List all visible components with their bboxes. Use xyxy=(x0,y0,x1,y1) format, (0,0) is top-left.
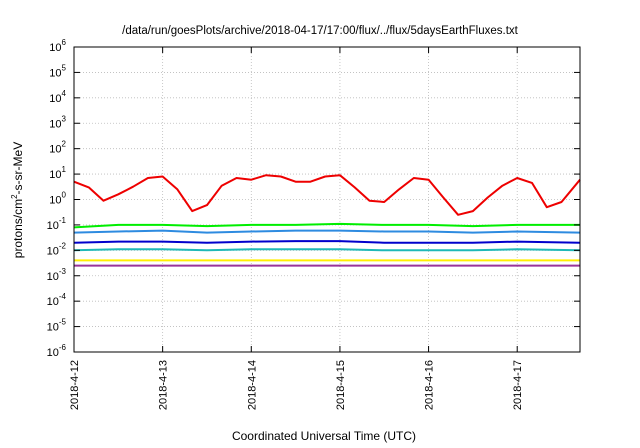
axis-ticks xyxy=(73,46,580,353)
series-line-2 xyxy=(73,222,580,229)
series-line-5 xyxy=(73,248,581,252)
x-tick-labels: 2018-4-12 2018-4-13 2018-4-14 2018-4-15 2018… xyxy=(69,360,524,410)
y-tick-label: 10-1 xyxy=(47,216,67,232)
x-tick-label: 2018-4-15 xyxy=(335,360,347,410)
y-tick-labels: 10-6 10-5 10-4 10-3 10-2 10-1 100 101 102 103 104 1… xyxy=(47,38,67,359)
series-line-4 xyxy=(73,240,581,244)
y-tick-label: 10-3 xyxy=(47,267,67,283)
y-tick-label: 103 xyxy=(49,114,66,130)
y-tick-label: 10-4 xyxy=(47,292,67,308)
x-tick-label: 2018-4-16 xyxy=(424,360,436,410)
grid-lines xyxy=(73,47,580,352)
y-tick-label: 102 xyxy=(49,140,66,156)
x-axis-label: Coordinated Universal Time (UTC) xyxy=(232,429,416,443)
y-tick-label: 10-6 xyxy=(47,343,67,359)
chart-title: /data/run/goesPlots/archive/2018-04-17/1… xyxy=(122,25,518,37)
series-line-3 xyxy=(73,229,581,234)
x-tick-label: 2018-4-12 xyxy=(69,360,81,410)
series-lines xyxy=(73,174,581,267)
y-tick-label: 100 xyxy=(49,191,66,207)
y-tick-label: 105 xyxy=(49,63,66,79)
x-tick-label: 2018-4-17 xyxy=(512,360,524,410)
x-tick-label: 2018-4-13 xyxy=(158,360,170,410)
y-tick-label: 104 xyxy=(49,89,66,105)
y-tick-label: 10-2 xyxy=(47,241,67,257)
y-tick-label: 101 xyxy=(49,165,66,181)
y-axis-label: protons/cm2-s-sr-MeV xyxy=(10,142,25,258)
series-line-1 xyxy=(73,174,581,216)
x-tick-label: 2018-4-14 xyxy=(246,360,258,410)
y-tick-label: 106 xyxy=(49,38,66,54)
y-tick-label: 10-5 xyxy=(47,318,67,334)
